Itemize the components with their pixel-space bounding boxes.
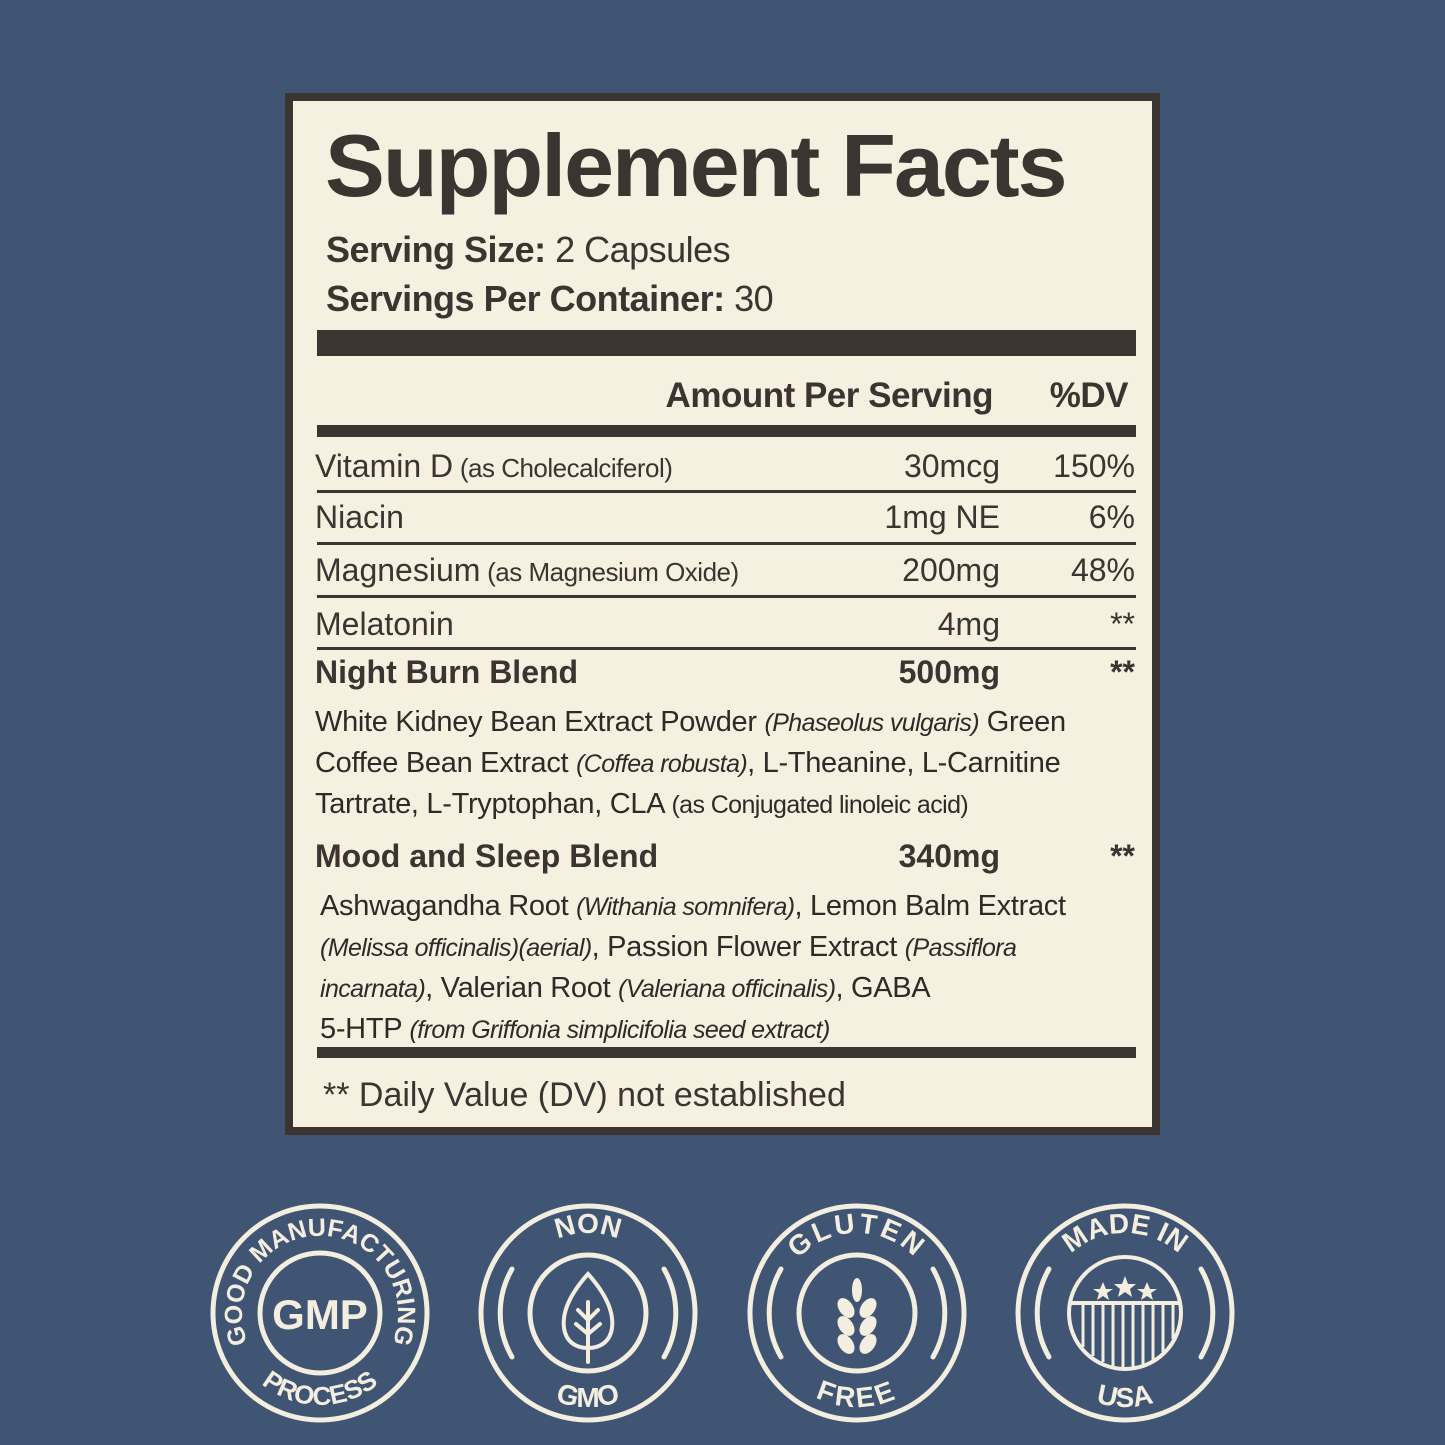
header-dv: %DV bbox=[1049, 376, 1129, 415]
nutrient-dv: 150% bbox=[1053, 448, 1135, 484]
gluten-free-badge: GLUTEN FREE bbox=[747, 1202, 967, 1424]
nutrient-dv: 48% bbox=[1070, 552, 1135, 588]
blend-ingredients: Ashwagandha Root (Withania somnifera), L… bbox=[320, 890, 1066, 1045]
svg-text:GMO: GMO bbox=[554, 1377, 623, 1413]
non-gmo-badge: NON GMO bbox=[478, 1202, 698, 1424]
gmp-text: GMP bbox=[272, 1291, 368, 1338]
blend-ingredients: White Kidney Bean Extract Powder (Phaseo… bbox=[315, 706, 1066, 820]
svg-text:NON: NON bbox=[551, 1208, 625, 1244]
wheat-icon bbox=[837, 1278, 877, 1354]
nutrient-row: Magnesium (as Magnesium Oxide) 200mg 48% bbox=[315, 552, 1135, 602]
blend-amount: 340mg bbox=[898, 838, 1000, 874]
servings-per-container-label: Servings Per Container: bbox=[326, 278, 725, 319]
blend-dv: ** bbox=[1110, 654, 1135, 690]
row-rule bbox=[317, 595, 1136, 598]
footnote: ** Daily Value (DV) not established bbox=[323, 1076, 846, 1114]
serving-size-label: Serving Size: bbox=[326, 229, 546, 270]
usa-flag-icon bbox=[1067, 1255, 1183, 1371]
nutrient-amount: 30mcg bbox=[903, 448, 1000, 484]
servings-per-container-value: 30 bbox=[724, 278, 774, 319]
nutrient-row: Niacin 1mg NE 6% bbox=[315, 499, 1135, 549]
row-rule bbox=[317, 542, 1136, 545]
blend-row: Night Burn Blend 500mg ** bbox=[315, 654, 1135, 704]
nutrient-name: Melatonin bbox=[315, 606, 454, 642]
gmp-badge: GOOD MANUFACTURING PROCESS GMP bbox=[210, 1202, 430, 1424]
thick-divider bbox=[317, 330, 1136, 356]
nutrient-amount: 4mg bbox=[937, 606, 1000, 642]
nutrient-name: Vitamin D (as Cholecalciferol) bbox=[315, 448, 673, 484]
panel-title: Supplement Facts bbox=[325, 116, 1067, 215]
blend-name: Mood and Sleep Blend bbox=[315, 838, 659, 874]
leaf-icon bbox=[561, 1271, 615, 1364]
blend-row: Mood and Sleep Blend 340mg ** bbox=[315, 838, 1135, 888]
servings-per-container: Servings Per Container: 30 bbox=[326, 278, 774, 320]
header-amount: Amount Per Serving bbox=[665, 376, 994, 415]
nutrient-amount: 1mg NE bbox=[884, 499, 1000, 535]
nutrient-name: Magnesium (as Magnesium Oxide) bbox=[315, 552, 739, 588]
supplement-facts-panel: Supplement Facts Serving Size: 2 Capsule… bbox=[285, 93, 1160, 1135]
nutrient-dv: ** bbox=[1110, 606, 1135, 642]
blend-name: Night Burn Blend bbox=[315, 654, 579, 690]
nutrient-row: Vitamin D (as Cholecalciferol) 30mcg 150… bbox=[315, 448, 1135, 498]
serving-size-value: 2 Capsules bbox=[545, 229, 731, 270]
row-rule bbox=[317, 647, 1136, 650]
row-rule bbox=[317, 490, 1136, 493]
made-in-usa-badge: MADE IN USA bbox=[1015, 1202, 1235, 1424]
divider bbox=[317, 1047, 1136, 1058]
nutrient-dv: 6% bbox=[1088, 499, 1135, 535]
blend-amount: 500mg bbox=[898, 654, 1000, 690]
nutrient-row: Melatonin 4mg ** bbox=[315, 606, 1135, 656]
svg-text:USA: USA bbox=[1095, 1378, 1156, 1413]
svg-text:FREE: FREE bbox=[813, 1374, 901, 1413]
nutrient-amount: 200mg bbox=[902, 552, 1000, 588]
blend-dv: ** bbox=[1110, 838, 1135, 874]
serving-size: Serving Size: 2 Capsules bbox=[326, 229, 731, 271]
divider bbox=[317, 425, 1136, 437]
nutrient-name: Niacin bbox=[315, 499, 404, 535]
